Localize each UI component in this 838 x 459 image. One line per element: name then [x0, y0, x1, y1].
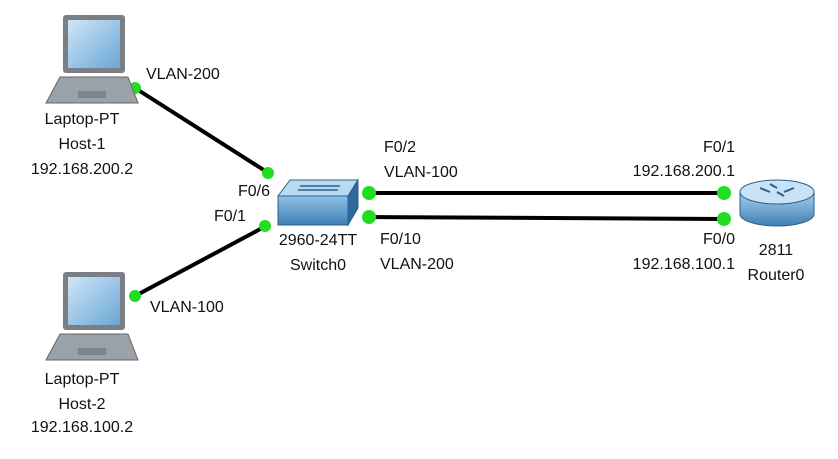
port-label: F0/2 — [384, 139, 416, 156]
device-name: Router0 — [748, 267, 805, 284]
labels: Laptop-PT Host-1 192.168.200.2 Laptop-PT… — [31, 66, 805, 436]
keyboard — [45, 333, 139, 361]
screen — [68, 20, 120, 68]
touchpad — [78, 348, 106, 355]
device-name: Switch0 — [290, 257, 346, 274]
port-label: F0/10 — [380, 231, 421, 248]
laptop-icon[interactable] — [45, 272, 139, 361]
port-label: F0/0 — [703, 231, 735, 248]
screen — [68, 277, 120, 325]
port-dot — [717, 186, 731, 200]
device-name: Host-2 — [58, 396, 105, 413]
port-dot — [362, 210, 376, 224]
switch-front — [277, 195, 349, 226]
switch-side — [347, 178, 359, 227]
link — [134, 224, 267, 298]
device-model: 2960-24TT — [279, 232, 357, 249]
port-label: VLAN-100 — [384, 164, 458, 181]
switch-icon[interactable] — [277, 178, 359, 227]
device-name: Host-1 — [58, 136, 105, 153]
port-label: F0/1 — [214, 208, 246, 225]
port-ip: 192.168.100.1 — [633, 256, 735, 273]
port-label: F0/1 — [703, 139, 735, 156]
device-model: 2811 — [759, 242, 794, 259]
link — [367, 215, 726, 221]
router-arrows — [759, 183, 795, 197]
port-label: VLAN-200 — [146, 66, 220, 83]
router-icon[interactable] — [739, 179, 815, 227]
port-ip: 192.168.200.1 — [633, 163, 735, 180]
port-dot — [129, 290, 141, 302]
keyboard — [45, 76, 139, 104]
switch-top — [277, 179, 359, 197]
port-label: VLAN-200 — [380, 256, 454, 273]
port-dot — [717, 212, 731, 226]
port-dot — [362, 186, 376, 200]
port-dot — [262, 167, 274, 179]
switch-arrows — [298, 185, 340, 191]
device-ip: 192.168.200.2 — [31, 161, 133, 178]
laptop-icon[interactable] — [45, 15, 139, 104]
device-type: Laptop-PT — [45, 371, 120, 388]
port-label: VLAN-100 — [150, 299, 224, 316]
port-label: F0/6 — [238, 183, 270, 200]
device-ip: 192.168.100.2 — [31, 419, 133, 436]
port-dot — [259, 220, 271, 232]
touchpad — [78, 91, 106, 98]
link — [133, 86, 272, 176]
device-type: Laptop-PT — [45, 111, 120, 128]
